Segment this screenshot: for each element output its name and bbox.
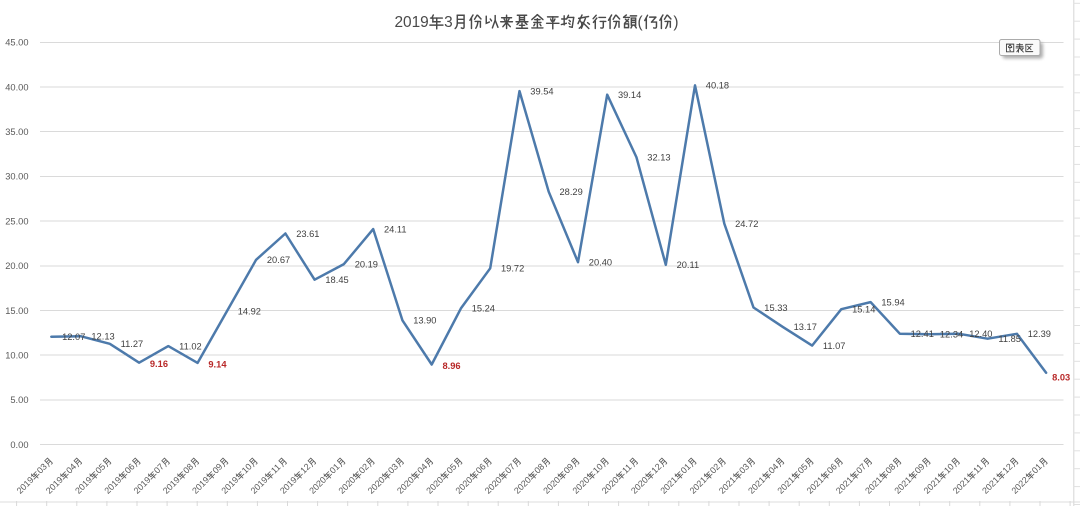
- svg-text:32.13: 32.13: [647, 153, 670, 163]
- svg-text:15.24: 15.24: [472, 304, 495, 314]
- svg-text:12.13: 12.13: [91, 332, 114, 342]
- svg-text:18.45: 18.45: [325, 275, 348, 285]
- svg-text:5.00: 5.00: [10, 395, 28, 405]
- svg-text:35.00: 35.00: [5, 127, 28, 137]
- svg-text:39.54: 39.54: [530, 86, 553, 96]
- svg-text:11.27: 11.27: [121, 339, 144, 349]
- svg-text:25.00: 25.00: [5, 216, 28, 226]
- svg-text:23.61: 23.61: [296, 229, 319, 239]
- svg-text:8.96: 8.96: [443, 361, 461, 371]
- svg-text:9.14: 9.14: [208, 359, 227, 369]
- svg-text:15.00: 15.00: [5, 306, 28, 316]
- svg-text:39.14: 39.14: [618, 90, 641, 100]
- svg-text:20.19: 20.19: [355, 259, 378, 269]
- svg-text:24.72: 24.72: [735, 219, 758, 229]
- svg-text:12.41: 12.41: [911, 329, 934, 339]
- svg-text:20.11: 20.11: [677, 260, 700, 270]
- svg-text:9.16: 9.16: [150, 359, 168, 369]
- svg-text:11.85: 11.85: [998, 334, 1021, 344]
- svg-text:8.03: 8.03: [1052, 373, 1070, 383]
- svg-text:40.00: 40.00: [5, 82, 28, 92]
- svg-text:13.90: 13.90: [413, 316, 436, 326]
- svg-text:15.33: 15.33: [764, 303, 787, 313]
- svg-text:19.72: 19.72: [501, 264, 524, 274]
- svg-text:12.40: 12.40: [969, 329, 992, 339]
- svg-text:20.00: 20.00: [5, 261, 28, 271]
- svg-text:45.00: 45.00: [5, 38, 28, 48]
- svg-text:15.94: 15.94: [881, 297, 904, 307]
- svg-text:3: 3: [444, 14, 453, 31]
- svg-text:30.00: 30.00: [5, 172, 28, 182]
- svg-text:12.34: 12.34: [940, 330, 963, 340]
- svg-text:2019: 2019: [394, 14, 428, 31]
- svg-text:28.29: 28.29: [560, 187, 583, 197]
- svg-text:10.00: 10.00: [5, 351, 28, 361]
- svg-text:40.18: 40.18: [706, 81, 729, 91]
- svg-text:13.17: 13.17: [794, 322, 817, 332]
- svg-text:(: (: [637, 14, 643, 31]
- svg-text:20.40: 20.40: [589, 258, 612, 268]
- svg-text:15.14: 15.14: [852, 305, 875, 315]
- svg-text:11.07: 11.07: [823, 341, 846, 351]
- svg-text:12.07: 12.07: [62, 332, 85, 342]
- svg-text:11.02: 11.02: [179, 341, 202, 351]
- svg-text:): ): [673, 14, 678, 31]
- svg-text:14.92: 14.92: [238, 307, 261, 317]
- svg-text:0.00: 0.00: [10, 440, 28, 450]
- svg-text:20.67: 20.67: [267, 255, 290, 265]
- svg-text:24.11: 24.11: [384, 224, 407, 234]
- svg-text:12.39: 12.39: [1028, 329, 1051, 339]
